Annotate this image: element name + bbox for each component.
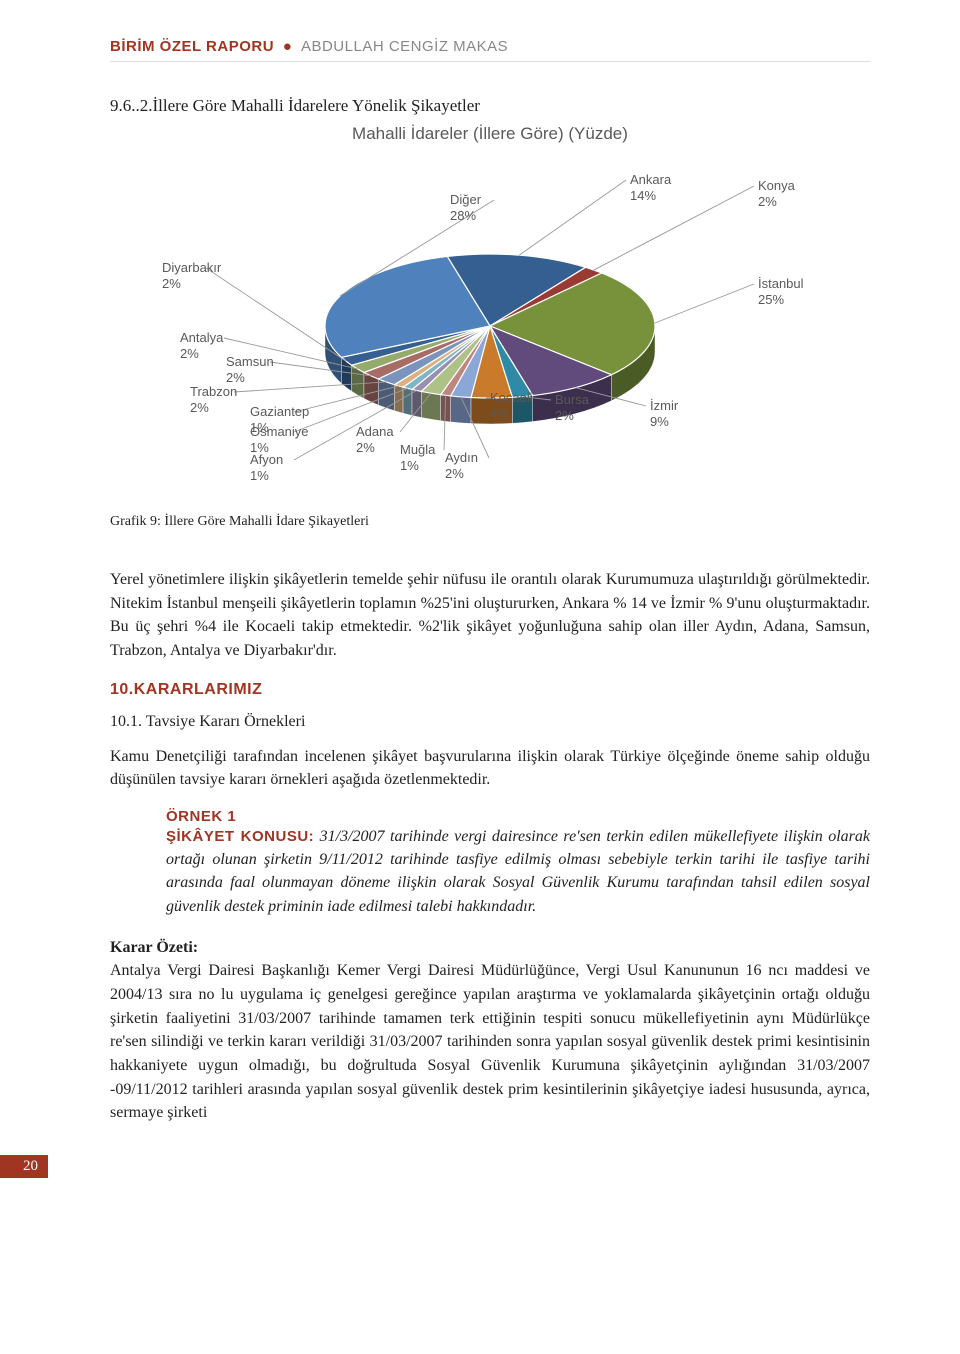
pie-label: Trabzon2%: [190, 384, 237, 415]
example-block: ÖRNEK 1 ŞİKÂYET KONUSU: 31/3/2007 tarihi…: [166, 808, 870, 918]
pie-label: Ankara14%: [630, 172, 671, 203]
author-name: ABDULLAH CENGİZ MAKAS: [301, 38, 508, 55]
chart-title: Mahalli İdareler (İllere Göre) (Yüzde): [110, 124, 870, 144]
pie-label: Afyon1%: [250, 452, 283, 483]
pie-label: Diyarbakır2%: [162, 260, 221, 291]
pie-label: İzmir9%: [650, 398, 678, 429]
header-rule: [110, 61, 870, 62]
paragraph-1: Yerel yönetimlere ilişkin şikâyetlerin t…: [110, 568, 870, 663]
pie-label: Samsun2%: [226, 354, 274, 385]
example-body: ŞİKÂYET KONUSU: 31/3/2007 tarihinde verg…: [166, 825, 870, 918]
page-header: BİRİM ÖZEL RAPORU ● ABDULLAH CENGİZ MAKA…: [110, 38, 870, 55]
pie-label: İstanbul25%: [758, 276, 804, 307]
karar-ozeti: Karar Özeti: Antalya Vergi Dairesi Başka…: [110, 936, 870, 1125]
pie-chart: Ankara14% Konya2% İstanbul25% İzmir9% Bursa2…: [110, 156, 870, 496]
pie-label: Konya2%: [758, 178, 795, 209]
pie-label: Muğla1%: [400, 442, 435, 473]
pie-label: Kocaeli4%: [490, 390, 533, 421]
report-title: BİRİM ÖZEL RAPORU: [110, 38, 274, 55]
pie-label: Gaziantep1%: [250, 404, 309, 435]
complaint-label: ŞİKÂYET KONUSU:: [166, 828, 314, 845]
pie-label: Antalya2%: [180, 330, 223, 361]
kararlar-heading: 10.KARARLARIMIZ: [110, 681, 870, 699]
page-number: 20: [0, 1155, 48, 1178]
karar-ozeti-label: Karar Özeti:: [110, 939, 198, 956]
pie-label: Bursa2%: [555, 392, 589, 423]
karar-ozeti-body: Antalya Vergi Dairesi Başkanlığı Kemer V…: [110, 962, 870, 1121]
pie-label: Aydın2%: [445, 450, 478, 481]
paragraph-2: Kamu Denetçiliği tarafından incelenen şi…: [110, 745, 870, 792]
page-number-wrap: 20: [110, 1155, 870, 1178]
header-bullet: ●: [283, 38, 293, 55]
tavsiye-heading: 10.1. Tavsiye Kararı Örnekleri: [110, 713, 870, 731]
pie-label: Diğer28%: [450, 192, 481, 223]
chart-caption: Grafik 9: İllere Göre Mahalli İdare Şika…: [110, 514, 870, 530]
example-title: ÖRNEK 1: [166, 808, 870, 825]
pie-label: Adana2%: [356, 424, 394, 455]
section-heading: 9.6..2.İllere Göre Mahalli İdarelere Yön…: [110, 96, 870, 116]
